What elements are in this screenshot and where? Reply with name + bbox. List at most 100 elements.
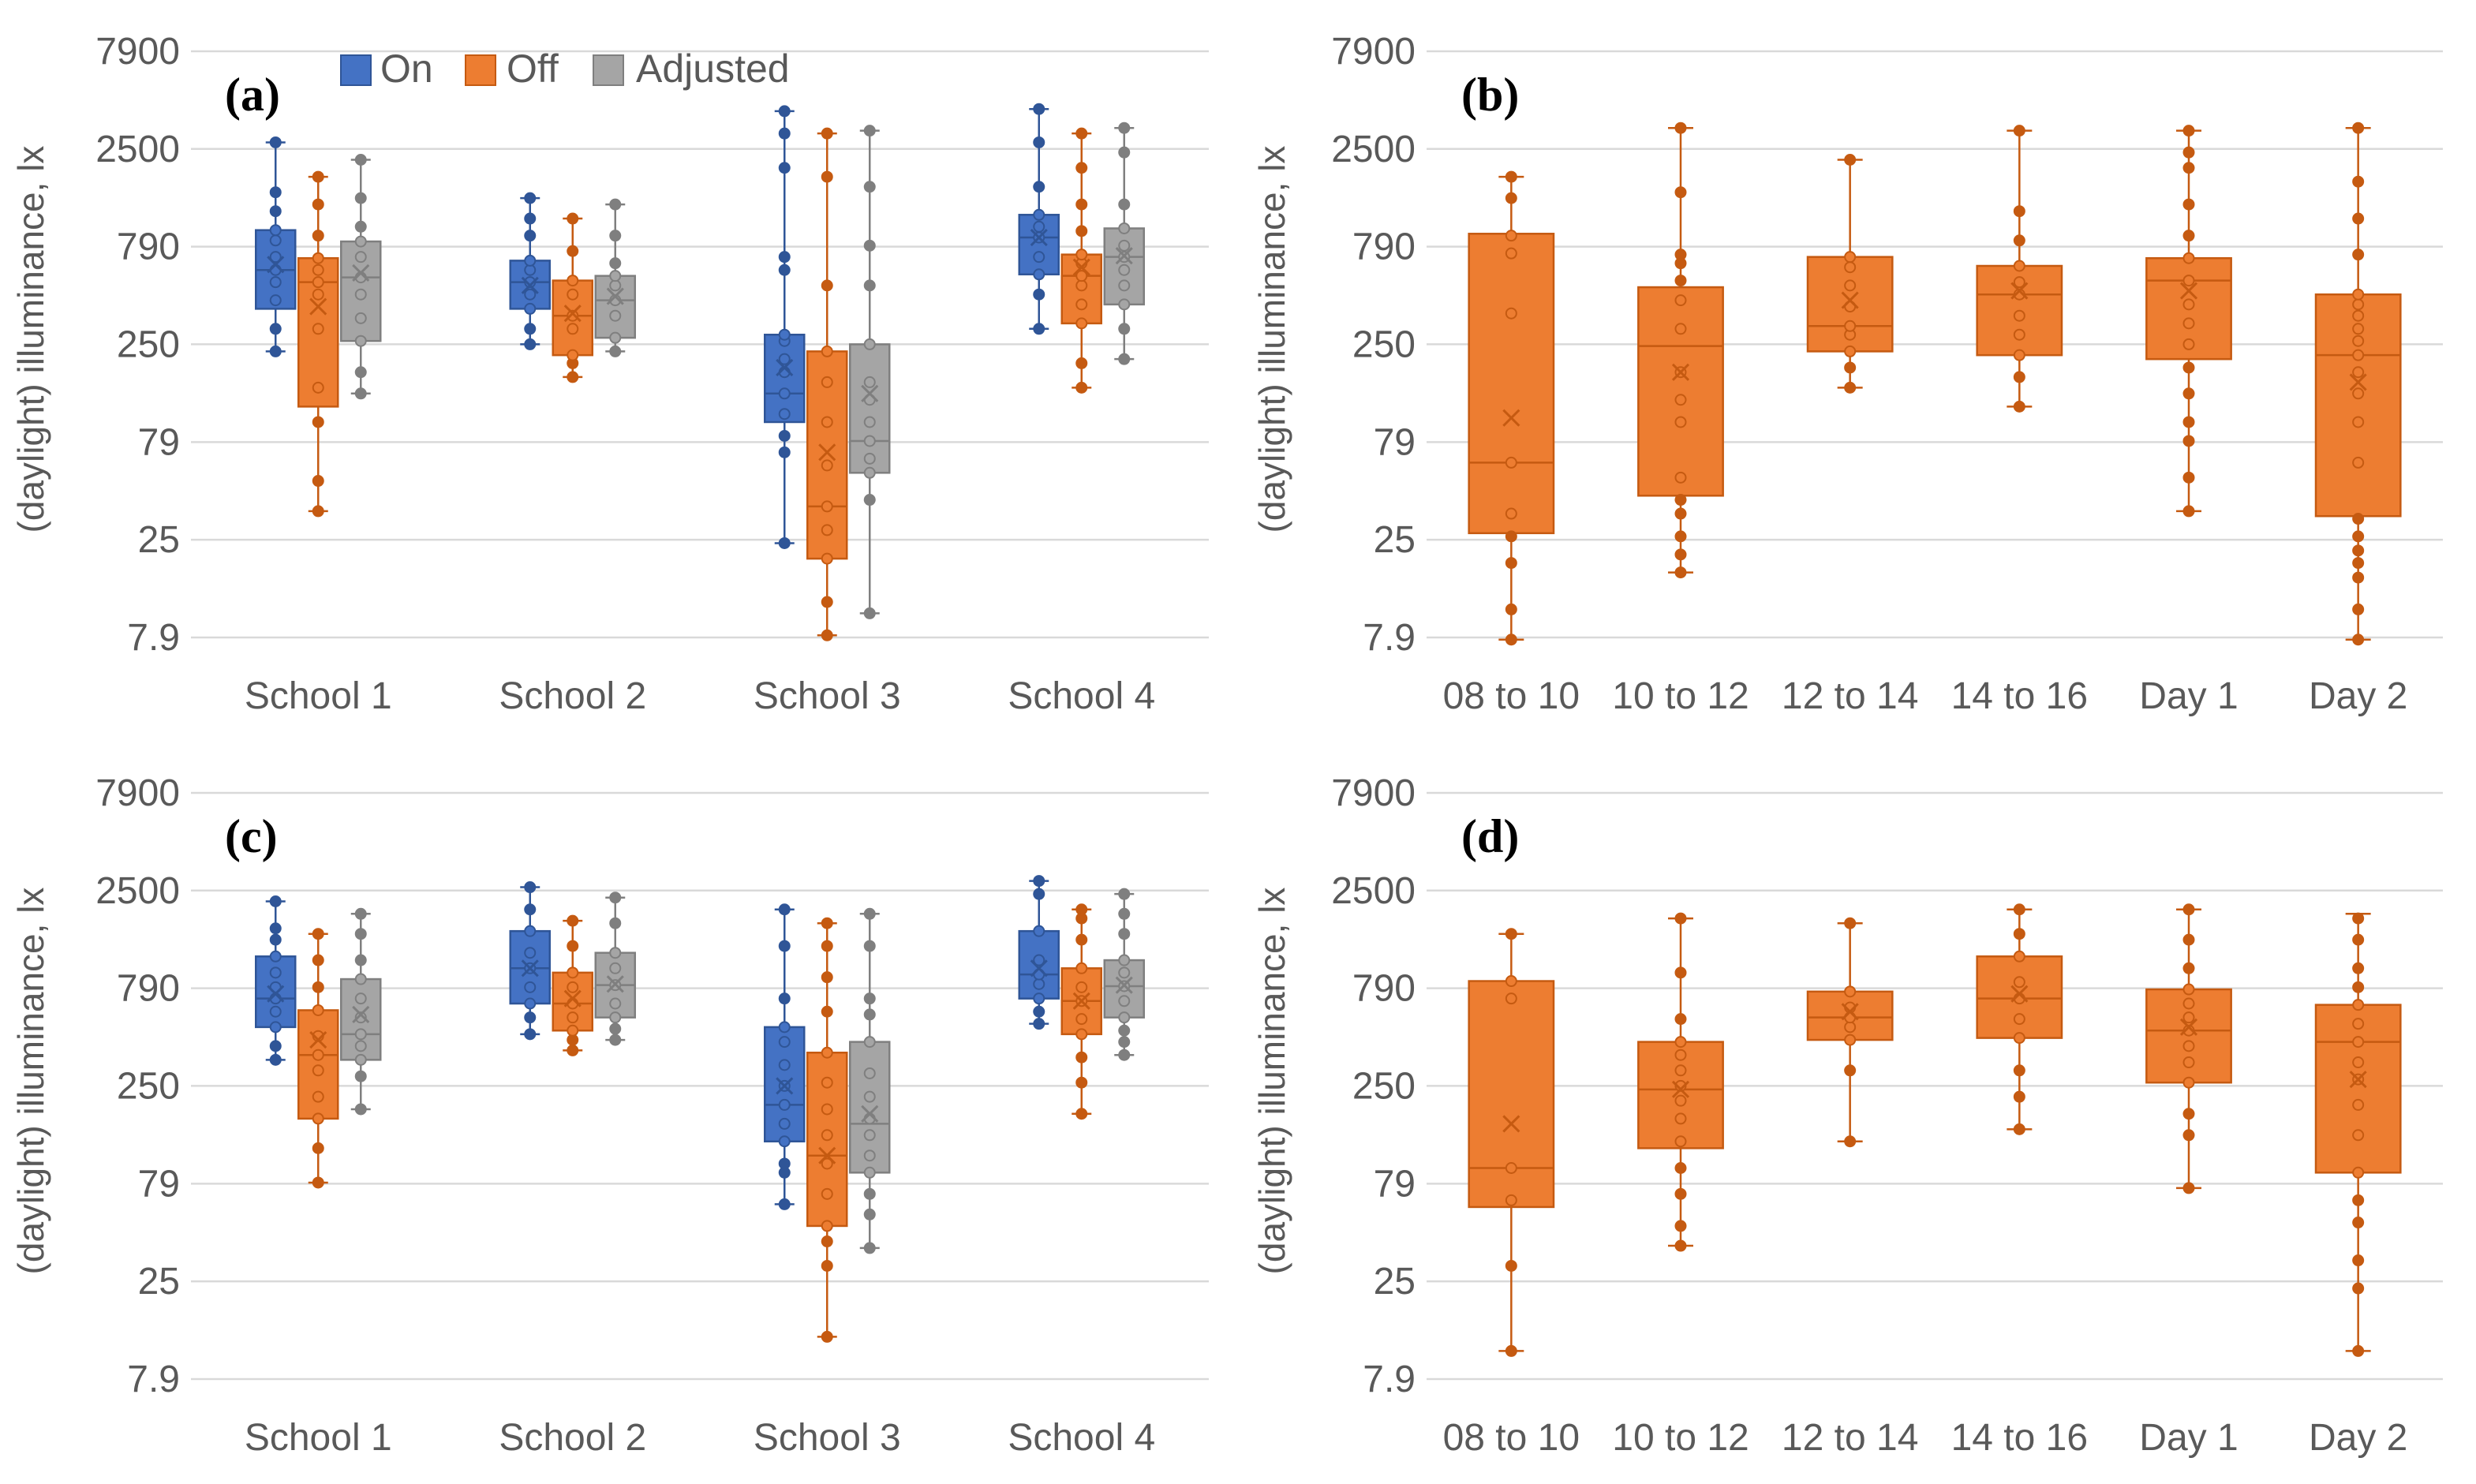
data-point [2352,1282,2365,1295]
data-point [1075,127,1088,140]
data-point [2013,309,2025,322]
data-point [1674,1112,1687,1125]
data-point [778,429,791,442]
data-point [2013,328,2025,341]
data-point [1844,154,1857,166]
box-off-1 [552,212,593,383]
data-point [2352,571,2365,584]
data-point [863,1067,876,1079]
data-point [2013,234,2025,247]
mean-marker [521,959,539,977]
data-point [1674,1161,1687,1174]
y-axis-label: (daylight) illuminance, lx [1251,146,1292,533]
data-point [821,345,833,357]
data-point [312,1112,324,1125]
mean-marker [1072,258,1090,276]
data-point [863,1129,876,1142]
x-tick-label: 08 to 10 [1443,675,1580,717]
mean-marker [521,276,539,294]
y-tick-label: 25 [138,1261,180,1303]
data-point [2013,276,2025,289]
box-adjusted-2 [849,907,891,1254]
data-point [2352,456,2365,469]
data-point [312,170,324,183]
y-tick-label: 79 [138,1163,180,1205]
data-point [778,105,791,118]
y-tick-label: 790 [117,968,180,1010]
data-point [778,1059,791,1071]
y-tick-label: 250 [1352,323,1416,365]
y-tick-label: 7900 [95,31,180,73]
data-point [1075,381,1088,394]
data-point [1674,1187,1687,1200]
box-off-0 [297,170,339,518]
data-point [1505,1259,1517,1272]
data-point [1674,1239,1687,1252]
data-point [863,907,876,920]
data-point [2013,903,2025,916]
data-point [2352,175,2365,188]
data-point [2182,338,2195,350]
y-tick-label: 2500 [95,129,180,170]
panel-2: 7.9 25 79 250 790 2500 7900 (daylight) illumina… [10,772,1209,1459]
data-point [609,892,622,904]
data-point [1075,225,1088,237]
data-point [1033,268,1045,281]
box-adjusted-1 [594,198,636,357]
data-point [2182,1076,2195,1089]
data-point [1075,1013,1088,1026]
box-off-2 [806,917,848,1343]
data-point [1505,170,1517,183]
data-point [1075,317,1088,330]
box [2314,1004,2402,1174]
data-point [821,127,833,140]
x-tick-label: Day 1 [2139,1417,2238,1459]
x-tick-label: School 3 [754,1417,901,1459]
box [849,343,891,474]
data-point [2013,976,2025,989]
data-point [1118,222,1131,234]
data-point [1505,192,1517,204]
mean-marker [2179,1018,2198,1036]
data-point [863,466,876,479]
data-point [1033,1005,1045,1018]
data-point [778,1135,791,1148]
data-point [609,1011,622,1024]
box-on-0 [255,136,297,357]
y-tick-label: 7900 [1331,31,1416,73]
data-point [1118,264,1131,276]
data-point [2182,230,2195,242]
data-point [1674,249,1687,261]
data-point [524,302,537,315]
y-tick-label: 2500 [1331,870,1416,912]
data-point [778,1157,791,1170]
data-point [2182,1040,2195,1052]
data-point [354,387,367,400]
data-point [1033,323,1045,335]
data-point [1033,181,1045,193]
data-point [2352,335,2365,347]
x-tick-label: School 2 [499,1417,646,1459]
box-off-2 [1806,154,1894,394]
box-on-1 [509,192,551,350]
y-tick-label: 79 [138,421,180,463]
mean-marker [606,975,624,993]
box-off-0 [297,928,339,1189]
box-off-3 [1060,903,1102,1120]
data-point [2352,1036,2365,1049]
data-point [1033,977,1045,990]
data-point [1075,1076,1088,1089]
box-off-5 [2314,121,2402,646]
y-tick-label: 2500 [95,870,180,912]
data-point [269,895,282,908]
data-point [312,505,324,518]
box-off-1 [1637,121,1724,579]
mean-marker [861,384,879,402]
data-point [609,917,622,929]
data-point [821,500,833,513]
data-point [609,997,622,1010]
data-point [269,251,282,264]
data-point [778,536,791,549]
x-tick-label: School 1 [245,1417,392,1459]
